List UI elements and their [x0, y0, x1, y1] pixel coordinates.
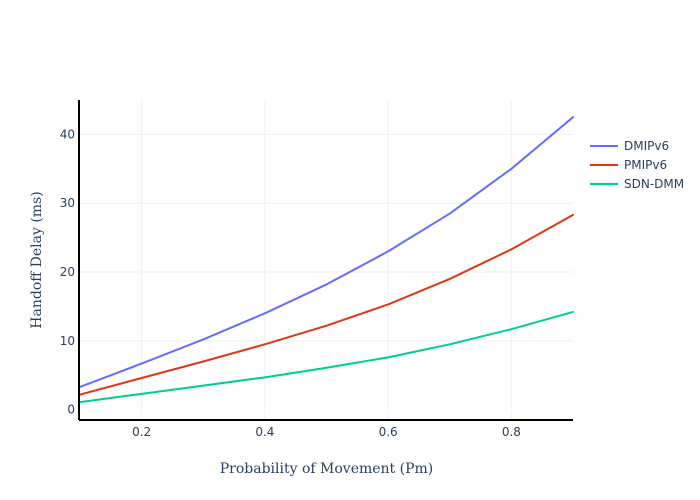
x-axis-title: Probability of Movement (Pm): [220, 461, 434, 477]
legend[interactable]: DMIPv6 PMIPv6 SDN-DMM: [590, 139, 684, 191]
x-tick-label: 0.2: [132, 425, 151, 439]
y-gridlines: [80, 133, 573, 411]
y-tick-label: 0: [67, 403, 75, 417]
series-line-pmipv6: [79, 213, 574, 396]
legend-item-pmipv6[interactable]: PMIPv6: [590, 158, 667, 172]
x-tick-label: 0.8: [502, 425, 521, 439]
series-line-sdn-dmm: [79, 310, 574, 404]
legend-label: PMIPv6: [624, 158, 667, 172]
x-tick-labels: 0.2 0.4 0.6 0.8: [132, 425, 521, 439]
y-tick-label: 30: [60, 196, 75, 210]
y-axis-title: Handoff Delay (ms): [29, 191, 45, 328]
x-tick-label: 0.6: [379, 425, 398, 439]
y-tick-label: 40: [60, 127, 75, 141]
series-line-dmipv6: [79, 116, 574, 388]
y-tick-label: 20: [60, 265, 75, 279]
y-tick-labels: 0 10 20 30 40: [60, 127, 75, 416]
y-tick-label: 10: [60, 334, 75, 348]
x-gridlines: [141, 100, 512, 420]
x-tick-label: 0.4: [255, 425, 274, 439]
plot-background: [80, 100, 573, 420]
legend-item-sdn-dmm[interactable]: SDN-DMM: [590, 177, 684, 191]
legend-label: DMIPv6: [624, 139, 669, 153]
legend-item-dmipv6[interactable]: DMIPv6: [590, 139, 669, 153]
legend-label: SDN-DMM: [624, 177, 684, 191]
series-lines: [79, 116, 574, 404]
